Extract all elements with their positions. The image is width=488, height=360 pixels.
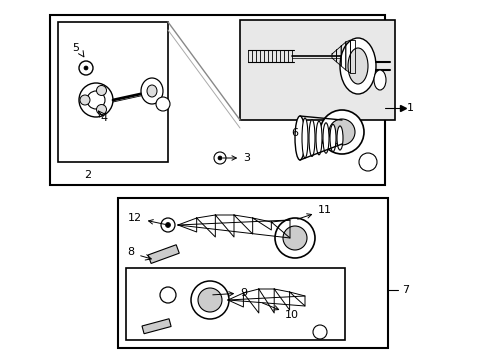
Circle shape — [96, 85, 106, 95]
Ellipse shape — [329, 125, 335, 152]
Circle shape — [214, 152, 225, 164]
Text: 3: 3 — [223, 153, 249, 163]
Ellipse shape — [315, 121, 321, 155]
Circle shape — [156, 97, 170, 111]
Circle shape — [161, 218, 175, 232]
Ellipse shape — [294, 116, 305, 160]
Bar — [148, 245, 179, 264]
Circle shape — [96, 104, 106, 114]
Ellipse shape — [79, 83, 113, 117]
Ellipse shape — [308, 120, 314, 156]
Ellipse shape — [274, 218, 314, 258]
Bar — [58, 22, 168, 162]
Ellipse shape — [198, 288, 222, 312]
Ellipse shape — [283, 226, 306, 250]
Ellipse shape — [336, 126, 342, 150]
Circle shape — [312, 325, 326, 339]
Circle shape — [165, 222, 170, 228]
Bar — [118, 198, 387, 348]
Circle shape — [84, 66, 88, 70]
Text: 5: 5 — [72, 43, 80, 53]
Text: 4: 4 — [100, 113, 107, 123]
Circle shape — [80, 95, 90, 105]
Ellipse shape — [339, 38, 375, 94]
Text: 10: 10 — [262, 303, 298, 320]
Text: 6: 6 — [291, 128, 298, 138]
Ellipse shape — [323, 123, 328, 153]
Text: 11: 11 — [297, 205, 331, 219]
Bar — [126, 268, 345, 340]
Circle shape — [79, 61, 93, 75]
Ellipse shape — [302, 118, 307, 158]
Ellipse shape — [147, 85, 157, 97]
Ellipse shape — [141, 78, 163, 104]
Ellipse shape — [328, 119, 354, 145]
Text: 7: 7 — [401, 285, 408, 295]
Ellipse shape — [87, 91, 105, 109]
Circle shape — [160, 287, 176, 303]
Text: 9: 9 — [212, 288, 246, 298]
Text: 12: 12 — [128, 213, 165, 224]
Ellipse shape — [373, 70, 385, 90]
Bar — [240, 20, 394, 120]
Text: 8: 8 — [126, 247, 134, 257]
Ellipse shape — [191, 281, 228, 319]
Text: 2: 2 — [84, 170, 91, 180]
Circle shape — [358, 153, 376, 171]
Bar — [142, 319, 171, 334]
Circle shape — [218, 156, 222, 160]
Bar — [50, 15, 384, 185]
Text: 1: 1 — [406, 103, 413, 113]
Ellipse shape — [319, 110, 363, 154]
Ellipse shape — [347, 48, 367, 84]
